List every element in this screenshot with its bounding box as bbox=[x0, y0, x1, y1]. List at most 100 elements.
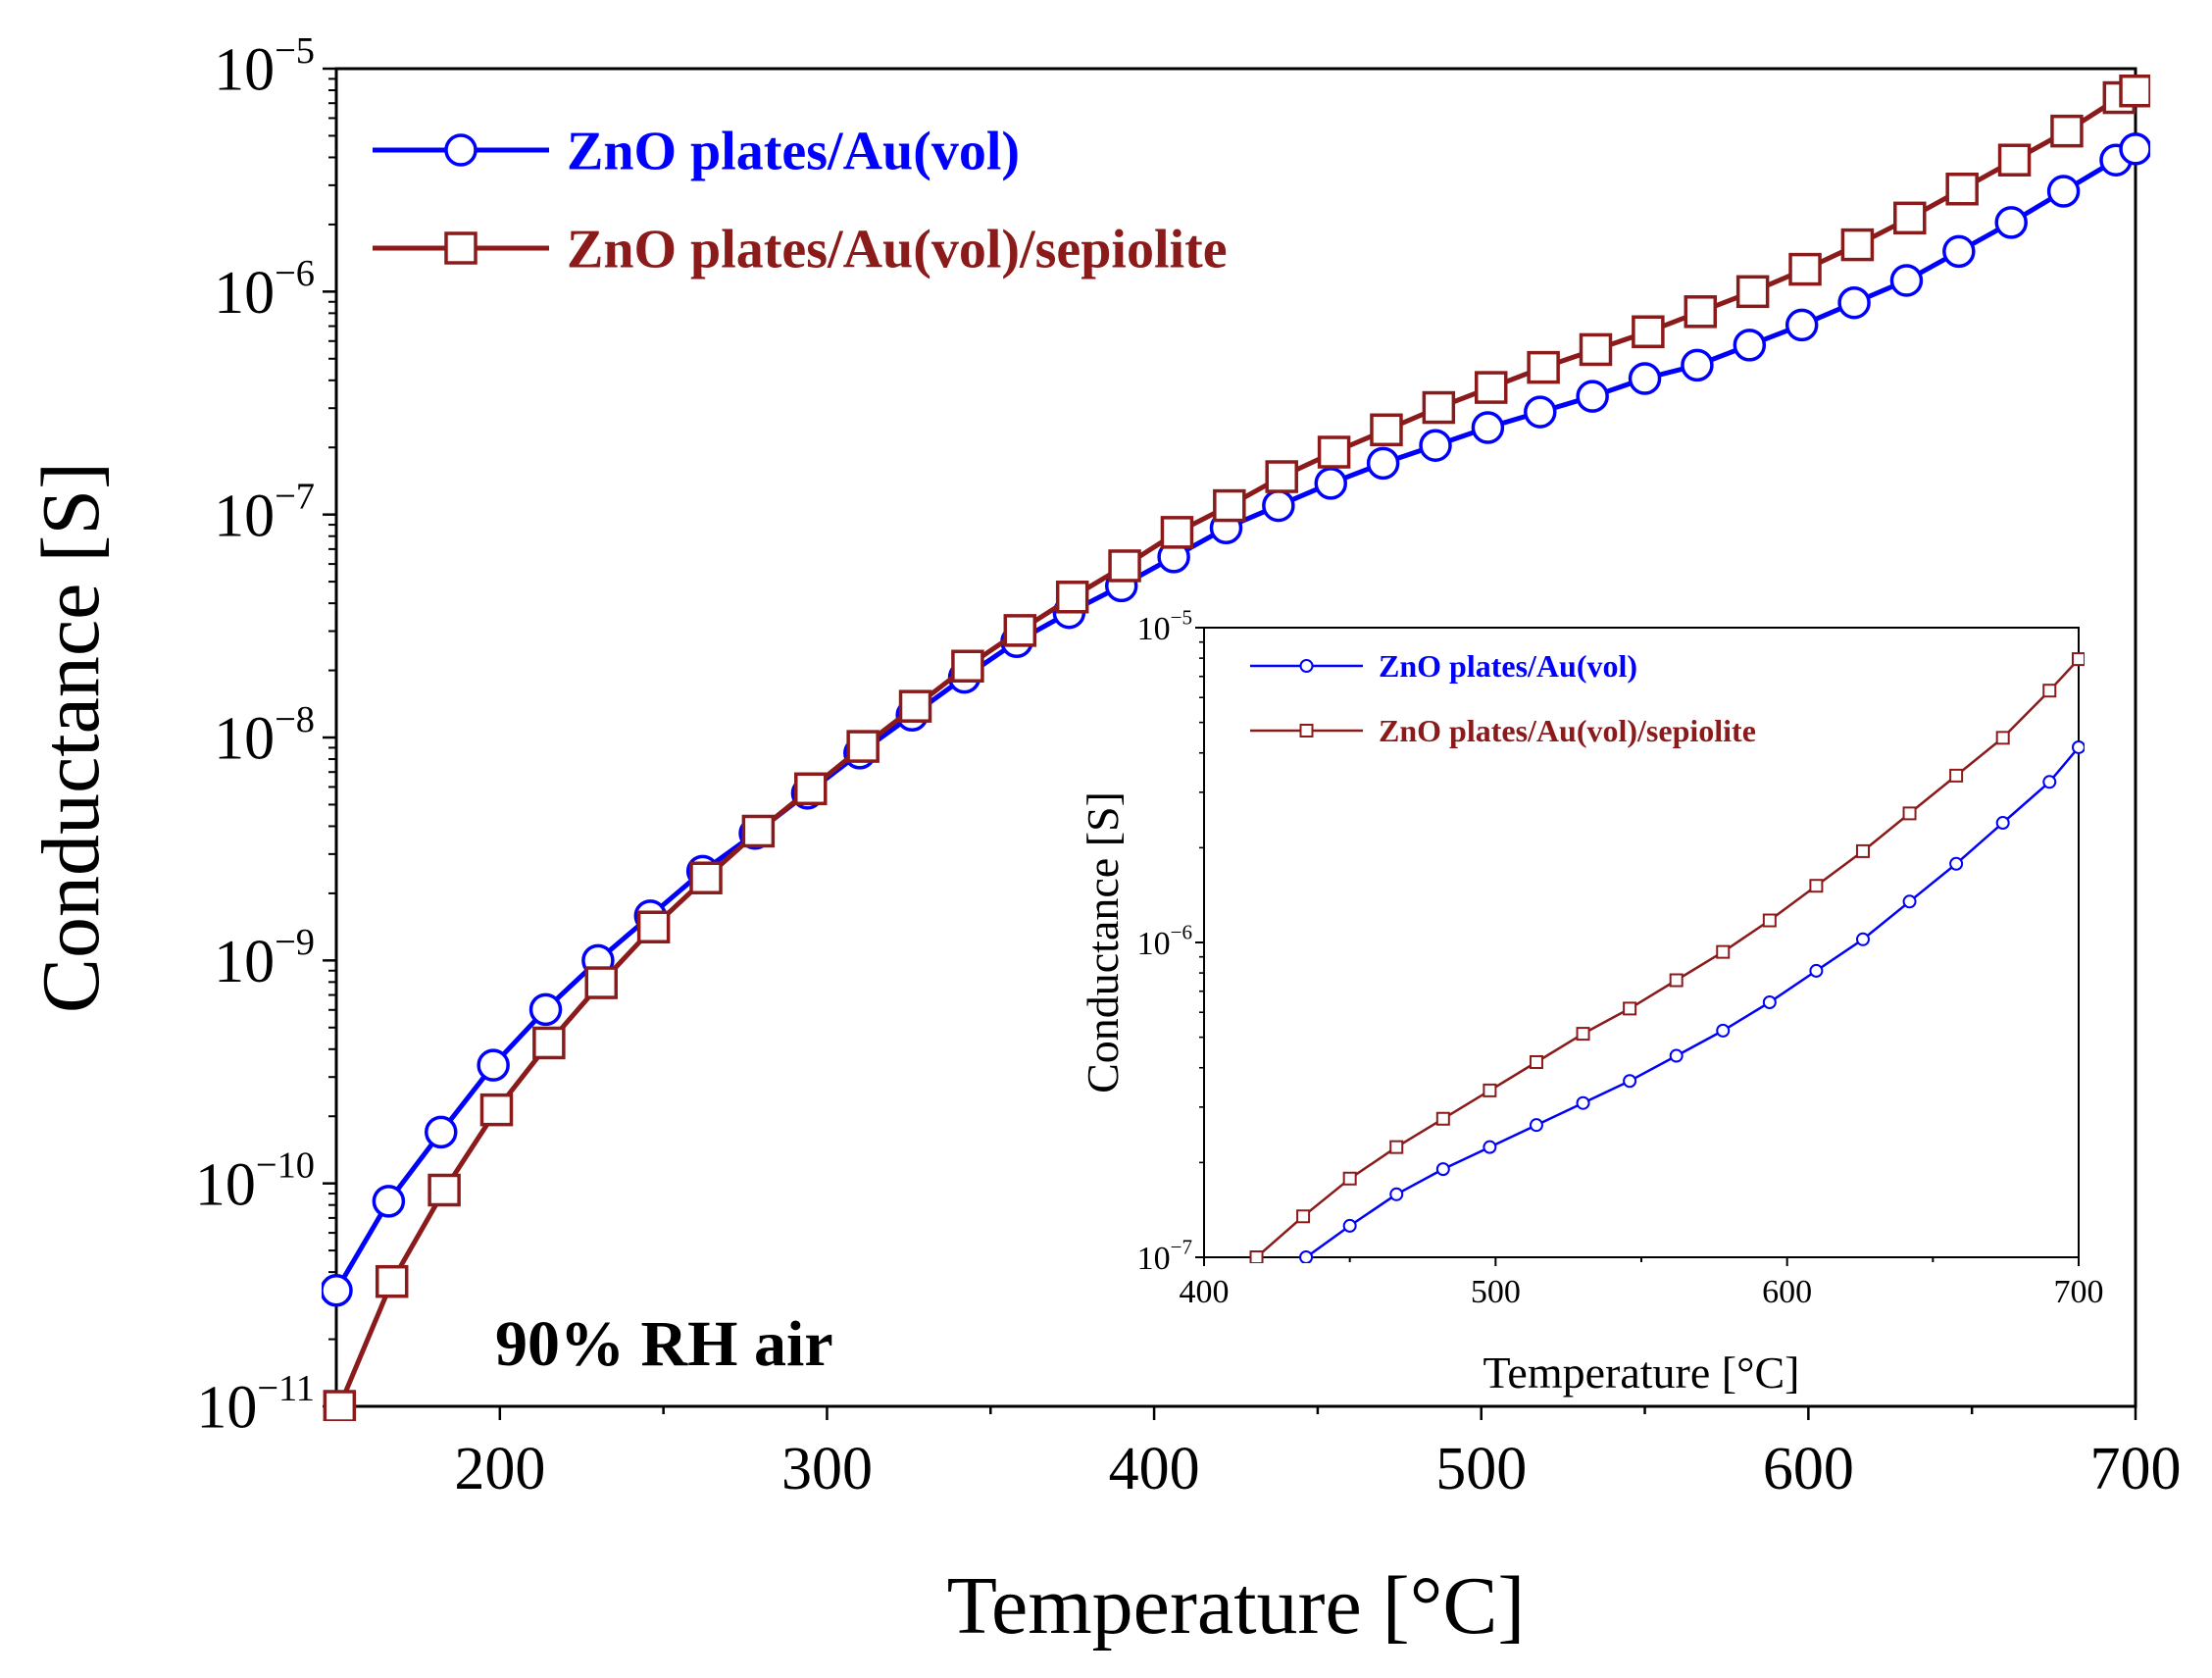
main-x-axis-title: Temperature [°C] bbox=[947, 1560, 1526, 1652]
inset-point-1 bbox=[1623, 1001, 1637, 1016]
main-point-0 bbox=[1837, 285, 1871, 320]
inset-point-0 bbox=[1949, 856, 1964, 871]
inset-point-1 bbox=[1809, 879, 1824, 893]
inset-point-0 bbox=[1529, 1118, 1543, 1133]
inset-point-1 bbox=[2042, 684, 2057, 698]
inset-x-tick-label: 400 bbox=[1180, 1274, 1230, 1310]
inset-x-axis-title: Temperature [°C] bbox=[1483, 1347, 1800, 1398]
main-annotation: 90% RH air bbox=[495, 1308, 833, 1380]
main-point-0 bbox=[1314, 467, 1348, 500]
inset-point-0 bbox=[1669, 1048, 1684, 1063]
main-y-axis-title: Conductance [S] bbox=[25, 462, 117, 1013]
inset-point-1 bbox=[1296, 1209, 1311, 1224]
inset-y-axis-title: Conductance [S] bbox=[1078, 791, 1128, 1093]
inset-point-1 bbox=[1576, 1027, 1590, 1042]
main-point-1 bbox=[1893, 201, 1927, 235]
inset-legend-marker-1 bbox=[1299, 724, 1314, 737]
inset-point-1 bbox=[1949, 768, 1964, 783]
main-point-1 bbox=[1265, 460, 1298, 493]
main-point-1 bbox=[1840, 228, 1875, 262]
inset-point-0 bbox=[1855, 932, 1870, 946]
inset-point-0 bbox=[1483, 1140, 1497, 1154]
main-point-0 bbox=[2046, 175, 2081, 208]
main-point-0 bbox=[1628, 362, 1662, 395]
main-x-tick-label: 300 bbox=[781, 1436, 873, 1502]
main-point-0 bbox=[1419, 429, 1452, 462]
main-point-1 bbox=[584, 966, 618, 999]
inset-point-1 bbox=[1716, 944, 1731, 959]
inset-point-1 bbox=[1249, 1250, 1264, 1263]
inset-y-tick-label: 10−7 bbox=[1137, 1236, 1192, 1277]
main-point-0 bbox=[322, 1274, 353, 1307]
main-legend-marker-0 bbox=[444, 133, 478, 167]
main-point-0 bbox=[1681, 348, 1714, 382]
main-point-1 bbox=[532, 1026, 566, 1060]
inset-point-0 bbox=[2042, 775, 2057, 789]
main-legend-label-1: ZnO plates/Au(vol)/sepiolite bbox=[567, 220, 1228, 280]
main-y-tick-label: 10−6 bbox=[214, 253, 315, 327]
main-point-0 bbox=[1785, 308, 1819, 342]
main-point-1 bbox=[1003, 614, 1037, 647]
main-point-0 bbox=[1994, 206, 2028, 239]
inset-point-0 bbox=[1576, 1095, 1590, 1110]
main-y-tick-label: 10−9 bbox=[214, 922, 315, 995]
main-point-1 bbox=[479, 1093, 514, 1127]
main-point-1 bbox=[1527, 350, 1560, 384]
main-point-1 bbox=[1474, 371, 1508, 404]
inset-plot: 400 500 600 700 10−5 10−6 10−7 Temperature [°C]… bbox=[1078, 606, 2104, 1398]
main-point-1 bbox=[689, 861, 723, 894]
main-point-1 bbox=[1632, 315, 1665, 349]
main-point-1 bbox=[1317, 435, 1351, 469]
main-point-1 bbox=[1160, 516, 1194, 549]
main-point-1 bbox=[741, 814, 776, 848]
inset-legend-label-0: ZnO plates/Au(vol) bbox=[1379, 648, 1637, 684]
main-point-1 bbox=[1055, 581, 1089, 614]
inset-point-1 bbox=[1902, 806, 1917, 821]
main-y-tick-label: 10−8 bbox=[214, 699, 315, 773]
inset-point-1 bbox=[1855, 843, 1870, 858]
main-point-1 bbox=[323, 1390, 357, 1421]
main-point-1 bbox=[1213, 488, 1246, 523]
main-point-1 bbox=[427, 1173, 461, 1207]
main-point-1 bbox=[1370, 413, 1403, 447]
main-x-tick-label: 400 bbox=[1109, 1436, 1200, 1502]
main-point-0 bbox=[1733, 329, 1767, 362]
main-point-1 bbox=[898, 689, 932, 723]
main-point-0 bbox=[1366, 446, 1400, 481]
inset-x-tick-label: 700 bbox=[2054, 1274, 2104, 1310]
inset-point-0 bbox=[1623, 1074, 1637, 1089]
inset-x-tick-label: 600 bbox=[1762, 1274, 1812, 1310]
inset-point-0 bbox=[1809, 963, 1824, 978]
inset-point-0 bbox=[1902, 894, 1917, 909]
inset-y-tick-label: 10−5 bbox=[1137, 606, 1192, 647]
inset-point-0 bbox=[1389, 1187, 1404, 1201]
inset-point-1 bbox=[1669, 973, 1684, 988]
main-x-tick-label: 500 bbox=[1435, 1436, 1527, 1502]
inset-point-0 bbox=[1342, 1218, 1357, 1233]
inset-point-0 bbox=[1995, 816, 2010, 831]
inset-legend-label-1: ZnO plates/Au(vol)/sepiolite bbox=[1379, 713, 1756, 748]
main-point-0 bbox=[528, 992, 563, 1027]
main-point-0 bbox=[1576, 380, 1609, 413]
main-point-0 bbox=[1889, 264, 1924, 297]
inset-point-1 bbox=[1389, 1140, 1404, 1154]
main-y-tick-label: 10−10 bbox=[195, 1144, 315, 1218]
main-x-tick-label: 200 bbox=[454, 1436, 545, 1502]
main-point-0 bbox=[372, 1185, 406, 1218]
main-x-tick-label: 700 bbox=[2090, 1436, 2182, 1502]
main-point-1 bbox=[636, 910, 671, 943]
main-point-1 bbox=[1108, 549, 1141, 583]
main-point-1 bbox=[375, 1264, 409, 1298]
inset-point-1 bbox=[1342, 1171, 1357, 1186]
main-point-0 bbox=[425, 1115, 458, 1149]
main-point-1 bbox=[1945, 173, 1979, 206]
inset-point-1 bbox=[1762, 913, 1777, 928]
inset-point-0 bbox=[1299, 1250, 1314, 1263]
main-point-0 bbox=[1471, 411, 1505, 444]
main-point-1 bbox=[1422, 390, 1456, 425]
main-point-1 bbox=[1788, 252, 1822, 286]
main-point-1 bbox=[951, 649, 984, 684]
main-point-1 bbox=[794, 772, 828, 806]
main-legend-marker-1 bbox=[444, 231, 478, 265]
